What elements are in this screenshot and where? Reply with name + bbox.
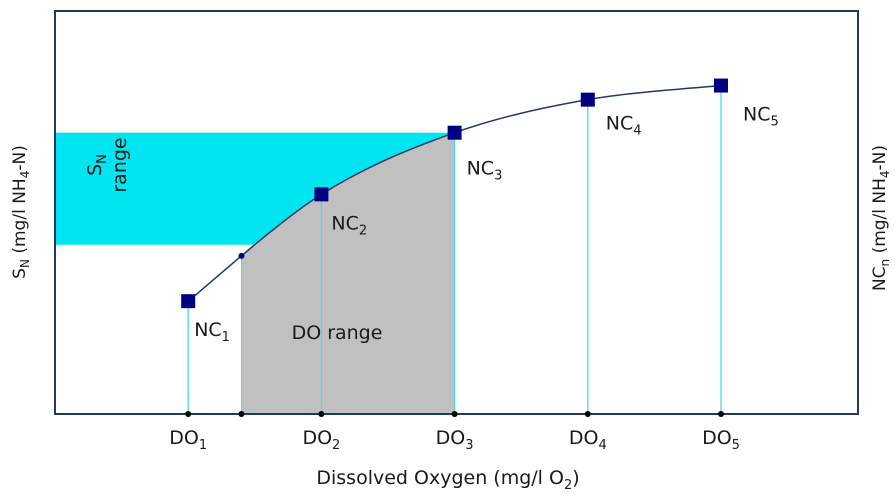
x-tick-5 xyxy=(718,411,724,417)
sn-range-word: range xyxy=(109,137,131,192)
nc-marker-3 xyxy=(447,125,462,140)
nc-labels: NC1 NC2 NC3 NC4 NC5 xyxy=(194,104,779,346)
x-tick-label-3: DO3 xyxy=(436,427,474,453)
nc-marker-2 xyxy=(314,187,329,202)
x-axis-title: Dissolved Oxygen (mg/l O2) xyxy=(316,467,579,493)
x-tick-6 xyxy=(238,411,245,417)
nc-label-3: NC3 xyxy=(467,158,503,184)
x-axis-ticks xyxy=(185,411,724,417)
x-axis-tick-labels: DO1 DO2 DO3 DO4 DO5 xyxy=(169,427,740,453)
nc-label-5: NC5 xyxy=(743,104,779,130)
nc-markers xyxy=(181,78,728,309)
nc-label-2: NC2 xyxy=(331,212,367,238)
nc-marker-1 xyxy=(181,294,196,309)
nc-marker-4 xyxy=(580,92,595,107)
do-range-band xyxy=(241,132,455,415)
nc-label-4: NC4 xyxy=(606,113,642,139)
x-tick-label-1: DO1 xyxy=(169,427,207,453)
x-tick-label-2: DO2 xyxy=(302,427,340,453)
x-tick-2 xyxy=(318,411,325,417)
do-range-label: DO range xyxy=(292,322,383,344)
x-tick-label-4: DO4 xyxy=(569,427,607,453)
sn-range-intersect-dot xyxy=(238,252,245,259)
x-tick-label-5: DO5 xyxy=(702,427,740,453)
y-axis-right-title: NCn (mg/l NH4-N) xyxy=(870,145,892,291)
nc-label-1: NC1 xyxy=(194,319,230,345)
x-tick-4 xyxy=(584,411,591,417)
sn-range-label: SN xyxy=(84,154,110,176)
x-tick-3 xyxy=(451,411,458,417)
x-tick-1 xyxy=(185,411,192,417)
drop-lines xyxy=(187,85,722,414)
nc-marker-5 xyxy=(714,78,728,93)
y-axis-left-title: SN (mg/l NH4-N) xyxy=(10,145,32,279)
